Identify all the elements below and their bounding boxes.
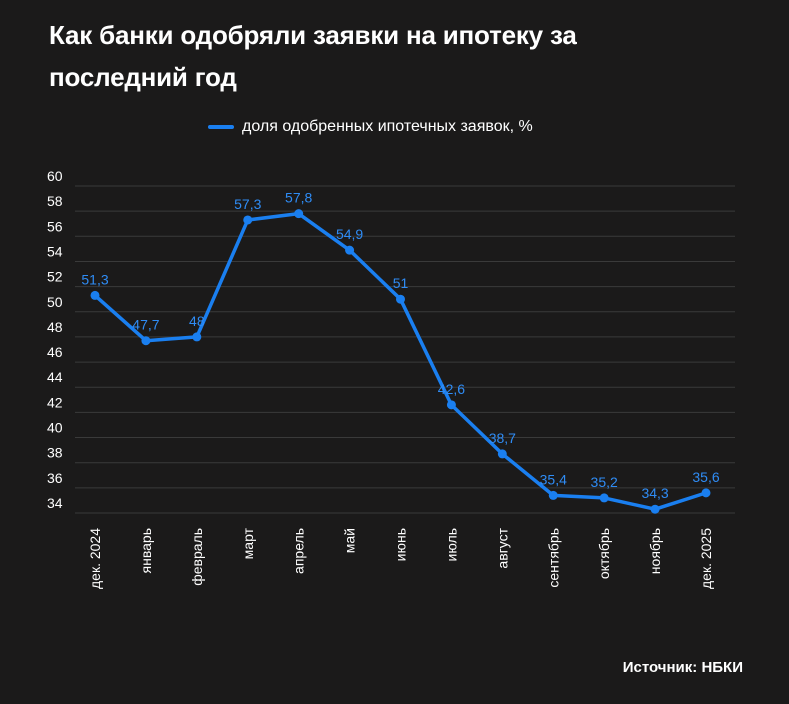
data-point [90, 290, 100, 300]
y-tick-label: 46 [47, 344, 63, 360]
data-point [548, 490, 558, 500]
x-axis-ticks: дек. 2024 январь февраль март апрель май июнь и… [87, 527, 714, 589]
data-label: 57,3 [234, 196, 261, 212]
data-label: 51,3 [81, 271, 108, 287]
x-tick-label: август [494, 527, 510, 568]
y-tick-label: 54 [47, 243, 63, 259]
legend-label: доля одобренных ипотечных заявок, % [242, 118, 533, 135]
y-tick-label: 48 [47, 319, 63, 335]
data-label: 47,7 [132, 317, 159, 333]
data-point [599, 493, 609, 503]
data-point [396, 294, 405, 304]
data-labels: 51,3 47,7 48 57,3 57,8 54,9 51 42,6 38,7 35,4 35,2… [81, 190, 719, 502]
series-line [93, 211, 708, 511]
x-tick-label: май [342, 528, 358, 553]
x-tick-label: февраль [189, 528, 205, 586]
data-label: 34,3 [641, 485, 668, 501]
y-tick-label: 36 [47, 470, 63, 486]
legend: доля одобренных ипотечных заявок, % [208, 118, 533, 136]
data-label: 42,6 [438, 381, 465, 397]
data-label: 38,7 [489, 430, 516, 446]
data-label: 35,2 [591, 474, 618, 490]
y-tick-label: 40 [47, 420, 63, 436]
legend-swatch [208, 125, 234, 129]
data-point [650, 504, 660, 514]
x-tick-label: июль [443, 528, 459, 561]
data-point [701, 488, 711, 498]
x-tick-label: сентябрь [545, 528, 561, 588]
y-tick-label: 44 [47, 369, 63, 385]
x-tick-label: ноябрь [647, 528, 663, 574]
y-axis-ticks: 34 36 38 40 42 44 46 48 50 52 54 56 58 60 [47, 168, 63, 511]
x-tick-label: июнь [393, 528, 409, 561]
data-point [497, 449, 507, 459]
grid-lines [75, 185, 735, 514]
x-tick-label: октябрь [596, 528, 612, 579]
data-point [446, 400, 456, 410]
x-tick-label: март [240, 527, 256, 559]
x-tick-label: январь [138, 528, 154, 573]
y-tick-label: 38 [47, 445, 63, 461]
x-tick-label: дек. 2024 [87, 528, 103, 589]
data-point [345, 245, 355, 255]
x-tick-label: апрель [291, 528, 307, 574]
data-label: 35,4 [540, 471, 567, 487]
data-point [243, 215, 253, 225]
data-point [192, 332, 202, 342]
data-label: 54,9 [336, 226, 363, 242]
y-tick-label: 56 [47, 218, 63, 234]
x-tick-label: дек. 2025 [698, 528, 714, 589]
y-tick-label: 58 [47, 193, 63, 209]
data-label: 48 [189, 313, 205, 329]
data-points [90, 209, 711, 514]
chart-title: Как банки одобряли заявки на ипотеку за … [49, 20, 577, 92]
series-line-layer [93, 211, 708, 511]
y-tick-label: 60 [47, 168, 63, 184]
y-tick-label: 34 [47, 495, 63, 511]
data-label: 35,6 [692, 469, 719, 485]
data-point [294, 209, 304, 219]
data-point [141, 336, 151, 346]
y-tick-label: 50 [47, 294, 63, 310]
data-label: 57,8 [285, 190, 312, 206]
y-tick-label: 42 [47, 394, 63, 410]
y-tick-label: 52 [47, 269, 63, 285]
source-note: Источник: НБКИ [622, 659, 743, 676]
data-label: 51 [393, 275, 409, 291]
